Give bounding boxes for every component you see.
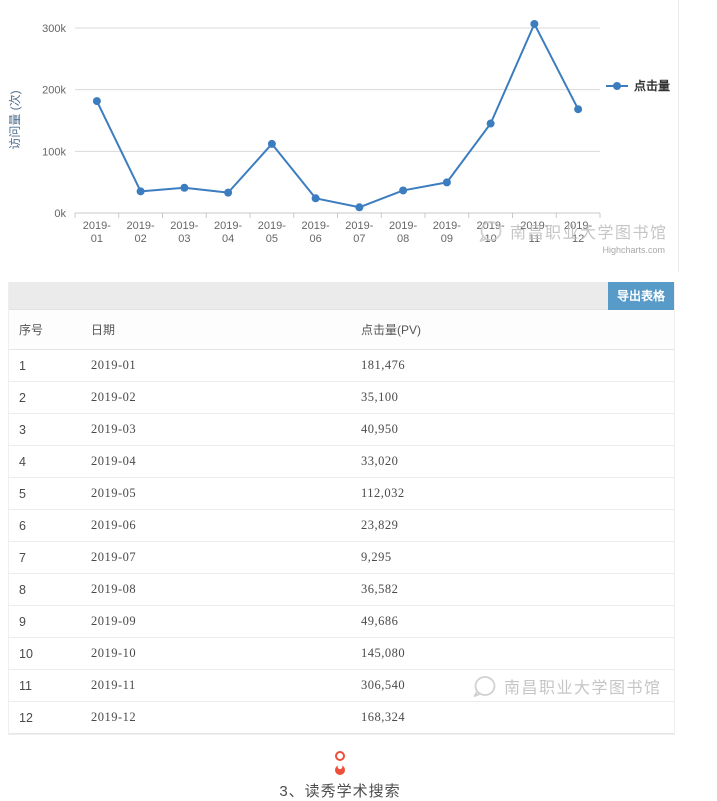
svg-text:2019-: 2019-: [170, 220, 198, 232]
svg-text:2019-: 2019-: [258, 220, 286, 232]
row-date: 2019-10: [81, 637, 351, 670]
svg-text:2019-: 2019-: [302, 220, 330, 232]
svg-text:04: 04: [222, 233, 234, 245]
table-row: 11 2019-11 306,540: [9, 669, 674, 702]
legend-label: 点击量: [634, 79, 671, 93]
row-clicks: 40,950: [351, 413, 674, 446]
svg-text:访问量 (次): 访问量 (次): [8, 90, 22, 149]
export-table-button[interactable]: 导出表格: [607, 282, 674, 310]
svg-text:06: 06: [310, 233, 322, 245]
table-row: 9 2019-09 49,686: [9, 605, 674, 638]
table-toolbar: 导出表格: [9, 282, 674, 310]
column-header-index: 序号: [9, 310, 81, 350]
row-date: 2019-07: [81, 541, 351, 574]
svg-text:2019-: 2019-: [127, 220, 155, 232]
svg-text:2019-: 2019-: [520, 220, 548, 232]
ring-dot-icon: [335, 751, 345, 761]
row-index: 8: [9, 573, 81, 606]
svg-text:100k: 100k: [42, 146, 66, 158]
svg-text:2019-: 2019-: [564, 220, 592, 232]
svg-text:09: 09: [441, 233, 453, 245]
legend-line-marker-icon: [606, 81, 628, 90]
table-row: 1 2019-01 181,476: [9, 349, 674, 382]
row-index: 1: [9, 349, 81, 382]
svg-text:2019-: 2019-: [214, 220, 242, 232]
column-header-date: 日期: [81, 310, 351, 350]
row-index: 4: [9, 445, 81, 478]
table-row: 8 2019-08 36,582: [9, 573, 674, 606]
svg-text:0k: 0k: [54, 208, 66, 220]
row-date: 2019-01: [81, 349, 351, 382]
next-section-heading: 3、读秀学术搜索: [0, 751, 680, 801]
row-index: 5: [9, 477, 81, 510]
table-row: 4 2019-04 33,020: [9, 445, 674, 478]
row-index: 7: [9, 541, 81, 574]
highcharts-credits-link[interactable]: Highcharts.com: [602, 245, 665, 255]
svg-text:07: 07: [353, 233, 365, 245]
row-index: 10: [9, 637, 81, 670]
svg-text:05: 05: [266, 233, 278, 245]
section-title: 3、读秀学术搜索: [279, 783, 401, 800]
table-row: 12 2019-12 168,324: [9, 701, 674, 734]
table-row: 7 2019-07 9,295: [9, 541, 674, 574]
row-clicks: 168,324: [351, 701, 674, 734]
chart-canvas[interactable]: 0k100k200k300k2019-012019-022019-032019-…: [0, 0, 717, 272]
svg-text:02: 02: [135, 233, 147, 245]
row-index: 6: [9, 509, 81, 542]
row-index: 2: [9, 381, 81, 414]
table-row: 3 2019-03 40,950: [9, 413, 674, 446]
table-row: 6 2019-06 23,829: [9, 509, 674, 542]
row-clicks: 35,100: [351, 381, 674, 414]
row-clicks: 112,032: [351, 477, 674, 510]
legend-item-clicks[interactable]: 点击量: [606, 77, 670, 94]
row-clicks: 36,582: [351, 573, 674, 606]
svg-text:2019-: 2019-: [389, 220, 417, 232]
svg-text:2019-: 2019-: [477, 220, 505, 232]
row-clicks: 181,476: [351, 349, 674, 382]
row-clicks: 306,540: [351, 669, 674, 702]
svg-text:11: 11: [529, 233, 540, 245]
column-header-clicks: 点击量(PV): [351, 310, 674, 350]
row-date: 2019-02: [81, 381, 351, 414]
row-date: 2019-12: [81, 701, 351, 734]
row-index: 11: [9, 669, 81, 702]
table-header-row: 序号 日期 点击量(PV): [9, 310, 674, 350]
crescent-dot-icon: [335, 765, 345, 775]
table-row: 10 2019-10 145,080: [9, 637, 674, 670]
row-clicks: 49,686: [351, 605, 674, 638]
row-index: 3: [9, 413, 81, 446]
row-date: 2019-04: [81, 445, 351, 478]
row-clicks: 9,295: [351, 541, 674, 574]
row-clicks: 145,080: [351, 637, 674, 670]
table-row: 2 2019-02 35,100: [9, 381, 674, 414]
row-clicks: 33,020: [351, 445, 674, 478]
svg-text:03: 03: [178, 233, 190, 245]
monthly-stats-table: 导出表格 序号 日期 点击量(PV) 1 2019-01 181,476 2 2019-…: [8, 282, 675, 735]
svg-text:08: 08: [397, 233, 409, 245]
row-date: 2019-08: [81, 573, 351, 606]
svg-text:300k: 300k: [42, 23, 66, 35]
svg-text:2019-: 2019-: [83, 220, 111, 232]
row-date: 2019-05: [81, 477, 351, 510]
chart-container-border: [678, 0, 679, 272]
svg-text:200k: 200k: [42, 85, 66, 97]
table-row: 5 2019-05 112,032: [9, 477, 674, 510]
svg-text:2019-: 2019-: [433, 220, 461, 232]
row-index: 12: [9, 701, 81, 734]
svg-text:01: 01: [91, 233, 103, 245]
row-index: 9: [9, 605, 81, 638]
row-clicks: 23,829: [351, 509, 674, 542]
row-date: 2019-06: [81, 509, 351, 542]
svg-text:10: 10: [485, 233, 497, 245]
row-date: 2019-09: [81, 605, 351, 638]
svg-text:2019-: 2019-: [345, 220, 373, 232]
row-date: 2019-11: [81, 669, 351, 702]
row-date: 2019-03: [81, 413, 351, 446]
traffic-line-chart: 0k 100k 200k 300k 2019- 01 2019- 02 2019- 03 2019-…: [0, 0, 717, 272]
svg-text:12: 12: [572, 233, 584, 245]
red-dots-anchor-icon: [335, 751, 345, 775]
